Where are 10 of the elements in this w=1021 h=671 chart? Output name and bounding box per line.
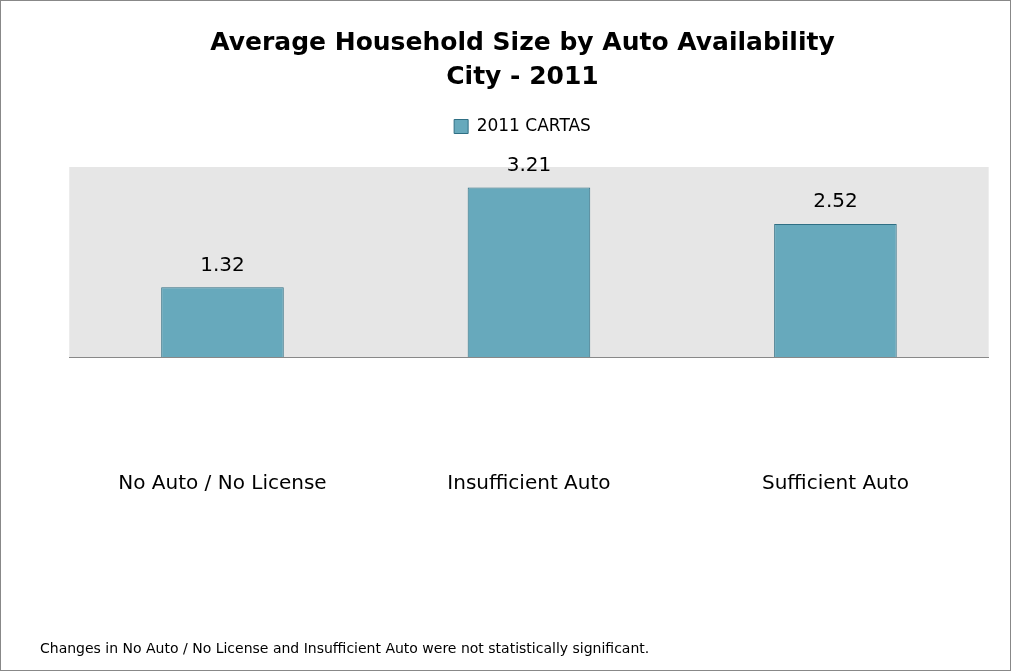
x-tick-label: Sufficient Auto: [762, 470, 909, 495]
legend-label: 2011 CARTAS: [476, 114, 591, 135]
chart-subtitle: City - 2011: [446, 60, 599, 90]
data-label: 1.32: [200, 251, 245, 276]
data-label: 2.52: [813, 188, 858, 213]
data-label: 3.21: [506, 151, 552, 176]
chart-title: Average Household Size by Auto Availability: [210, 26, 835, 56]
text: Changes in No Auto / No License and Insufficient Auto were not statistically significant.: [40, 640, 650, 656]
x-tick-label: No Auto / No License: [118, 470, 327, 495]
x-tick-label: Insufficient Auto: [447, 470, 611, 495]
